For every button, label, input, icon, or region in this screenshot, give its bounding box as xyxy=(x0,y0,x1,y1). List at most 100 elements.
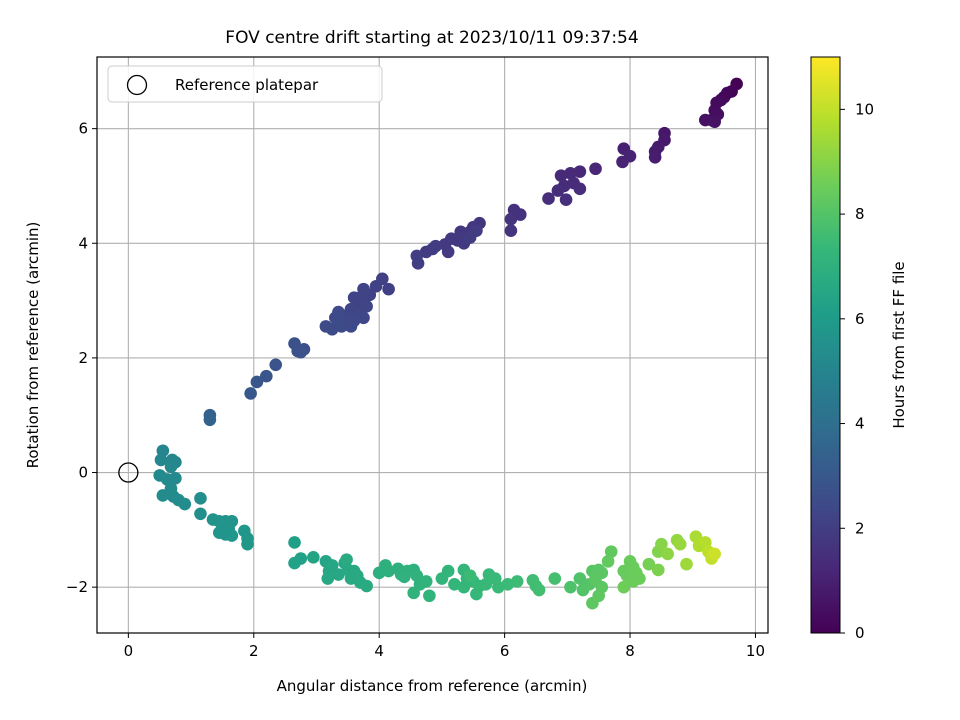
data-point xyxy=(708,115,721,129)
data-point xyxy=(307,551,320,564)
data-point xyxy=(154,453,168,467)
data-point xyxy=(340,553,353,566)
data-point xyxy=(589,162,602,176)
data-point xyxy=(269,358,283,372)
data-point xyxy=(626,575,640,588)
data-point xyxy=(441,564,455,578)
data-point xyxy=(203,413,217,427)
data-point xyxy=(504,224,518,237)
reference-point xyxy=(118,462,139,483)
data-point xyxy=(382,564,395,578)
data-point xyxy=(601,555,615,568)
data-point xyxy=(504,212,518,226)
data-point xyxy=(382,282,395,296)
data-point xyxy=(655,537,668,551)
y-tick-label: 0 xyxy=(78,464,88,482)
colorbar-tick-label: 2 xyxy=(855,519,865,537)
data-point xyxy=(532,583,546,597)
x-tick-label: 2 xyxy=(249,642,259,660)
data-point xyxy=(319,320,333,333)
y-axis-ticks: −2 0 2 4 6 xyxy=(66,120,97,596)
data-point xyxy=(360,579,373,593)
data-point xyxy=(332,317,345,330)
data-point xyxy=(321,572,335,585)
data-point xyxy=(294,345,308,359)
data-point xyxy=(169,471,182,485)
data-point xyxy=(288,556,301,570)
data-point xyxy=(332,305,345,319)
data-point xyxy=(510,575,524,588)
data-point xyxy=(344,572,358,585)
x-axis-ticks: 0 2 4 6 8 10 xyxy=(124,633,765,660)
legend-entry-reference-platepar: Reference platepar xyxy=(175,76,319,94)
x-tick-label: 8 xyxy=(625,642,635,660)
x-tick-label: 0 xyxy=(124,642,134,660)
data-point xyxy=(673,537,687,551)
data-point xyxy=(554,169,568,182)
data-point xyxy=(586,596,599,610)
x-tick-label: 6 xyxy=(500,642,510,660)
data-point xyxy=(250,375,264,389)
data-point xyxy=(407,586,420,600)
data-point xyxy=(573,572,587,585)
data-point xyxy=(604,545,618,558)
legend-box xyxy=(107,65,383,103)
data-point xyxy=(470,224,483,237)
y-tick-label: 4 xyxy=(78,234,88,252)
data-point xyxy=(642,557,656,571)
data-point xyxy=(648,150,662,164)
data-point xyxy=(225,529,239,542)
colorbar-tick-label: 0 xyxy=(855,624,865,642)
reference-marker xyxy=(118,462,139,483)
x-axis-label: Angular distance from reference (arcmin) xyxy=(277,677,588,695)
colorbar-ticks: 0 2 4 6 8 10 xyxy=(840,100,874,642)
colorbar-gradient xyxy=(810,56,841,634)
data-point xyxy=(708,547,721,561)
data-point xyxy=(651,563,665,577)
data-point xyxy=(479,577,493,591)
legend-marker-icon xyxy=(126,74,148,96)
data-point xyxy=(559,193,573,207)
data-point xyxy=(564,167,577,180)
x-tick-label: 10 xyxy=(746,642,765,660)
x-tick-label: 4 xyxy=(374,642,384,660)
data-point xyxy=(397,570,411,584)
data-point xyxy=(564,580,577,594)
data-point xyxy=(457,580,471,594)
data-point xyxy=(551,184,565,197)
data-point xyxy=(548,572,562,585)
colorbar: 0 2 4 6 8 10 Hours from first FF file xyxy=(810,56,908,642)
data-point xyxy=(332,568,345,581)
data-point xyxy=(156,489,170,502)
legend: Reference platepar xyxy=(107,65,383,103)
data-point xyxy=(573,182,587,196)
data-point xyxy=(411,257,425,270)
data-point xyxy=(164,460,178,474)
data-point xyxy=(178,497,192,511)
data-point xyxy=(542,192,555,205)
y-tick-label: 2 xyxy=(78,349,88,367)
colorbar-tick-label: 6 xyxy=(855,310,865,328)
data-point xyxy=(344,320,358,333)
y-tick-label: 6 xyxy=(78,120,88,138)
data-point xyxy=(288,536,301,549)
colorbar-label: Hours from first FF file xyxy=(890,261,908,428)
colorbar-tick-label: 10 xyxy=(855,100,874,118)
colorbar-tick-label: 4 xyxy=(855,415,865,433)
data-point xyxy=(463,569,477,582)
y-axis-label: Rotation from reference (arcmin) xyxy=(24,222,42,469)
data-point xyxy=(698,113,712,127)
data-point xyxy=(661,547,674,561)
axes-frame xyxy=(96,56,769,634)
data-point xyxy=(419,245,433,259)
data-point xyxy=(194,507,207,521)
data-point xyxy=(244,387,257,400)
y-tick-label: −2 xyxy=(66,578,88,596)
data-point xyxy=(423,589,436,603)
data-point xyxy=(260,369,273,383)
chart-title: FOV centre drift starting at 2023/10/11 … xyxy=(225,28,638,48)
data-points xyxy=(153,77,743,610)
data-point xyxy=(441,245,455,259)
data-point xyxy=(616,155,629,169)
